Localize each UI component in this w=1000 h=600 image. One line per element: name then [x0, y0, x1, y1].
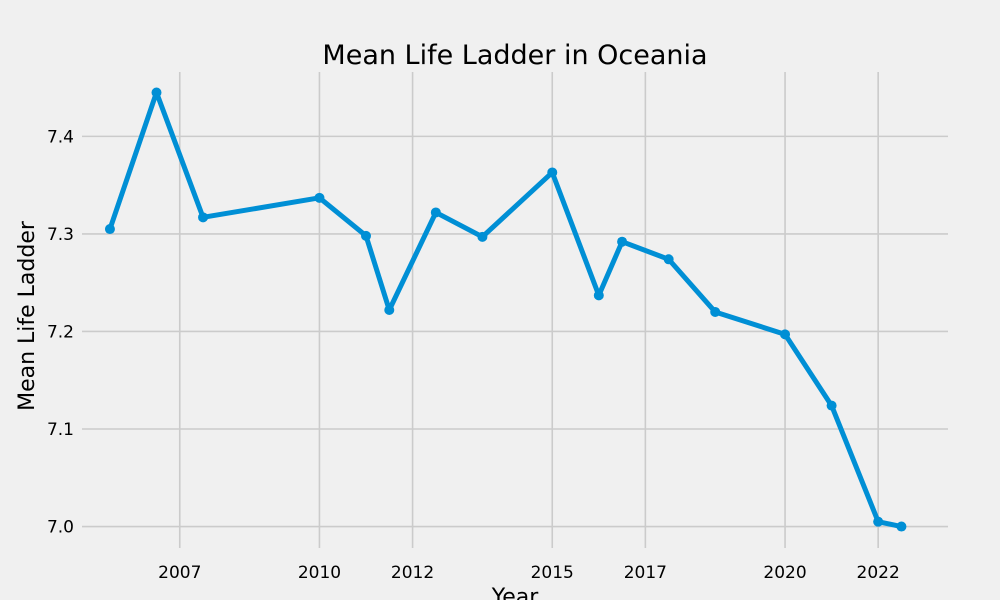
x-tick-label: 2015	[531, 563, 574, 583]
data-point	[896, 521, 907, 532]
grid-layer	[82, 72, 948, 548]
data-point	[780, 329, 791, 340]
y-tick-label: 7.1	[47, 420, 74, 440]
data-point	[663, 254, 674, 265]
data-point	[198, 212, 209, 223]
data-point	[873, 516, 884, 527]
y-axis-label: Mean Life Ladder	[15, 220, 40, 411]
tick-layer: 7.0 7.1 7.2 7.3 7.4 2007 2010 2012 2015 2017 2020 2…	[47, 127, 900, 583]
data-point	[151, 87, 162, 98]
series-layer	[104, 87, 907, 532]
data-point	[430, 207, 441, 218]
data-point	[547, 167, 558, 178]
data-point	[826, 400, 837, 411]
data-point	[710, 306, 721, 317]
y-tick-label: 7.3	[47, 225, 74, 245]
data-point	[104, 224, 115, 235]
x-tick-label: 2022	[857, 563, 900, 583]
chart-title: Mean Life Ladder in Oceania	[322, 40, 707, 71]
data-point	[477, 231, 488, 242]
y-tick-label: 7.4	[47, 127, 74, 147]
x-tick-label: 2017	[624, 563, 667, 583]
series-line	[107, 89, 904, 530]
y-tick-label: 7.2	[47, 322, 74, 342]
data-point	[314, 192, 325, 203]
y-tick-label: 7.0	[47, 518, 74, 538]
x-tick-label: 2020	[763, 563, 806, 583]
x-tick-label: 2007	[158, 563, 201, 583]
x-axis-label: Year	[491, 585, 540, 600]
x-tick-label: 2010	[298, 563, 341, 583]
x-tick-label: 2012	[391, 563, 434, 583]
data-point	[361, 230, 372, 241]
data-point	[617, 236, 628, 247]
data-point	[384, 305, 395, 315]
data-point	[593, 290, 604, 301]
